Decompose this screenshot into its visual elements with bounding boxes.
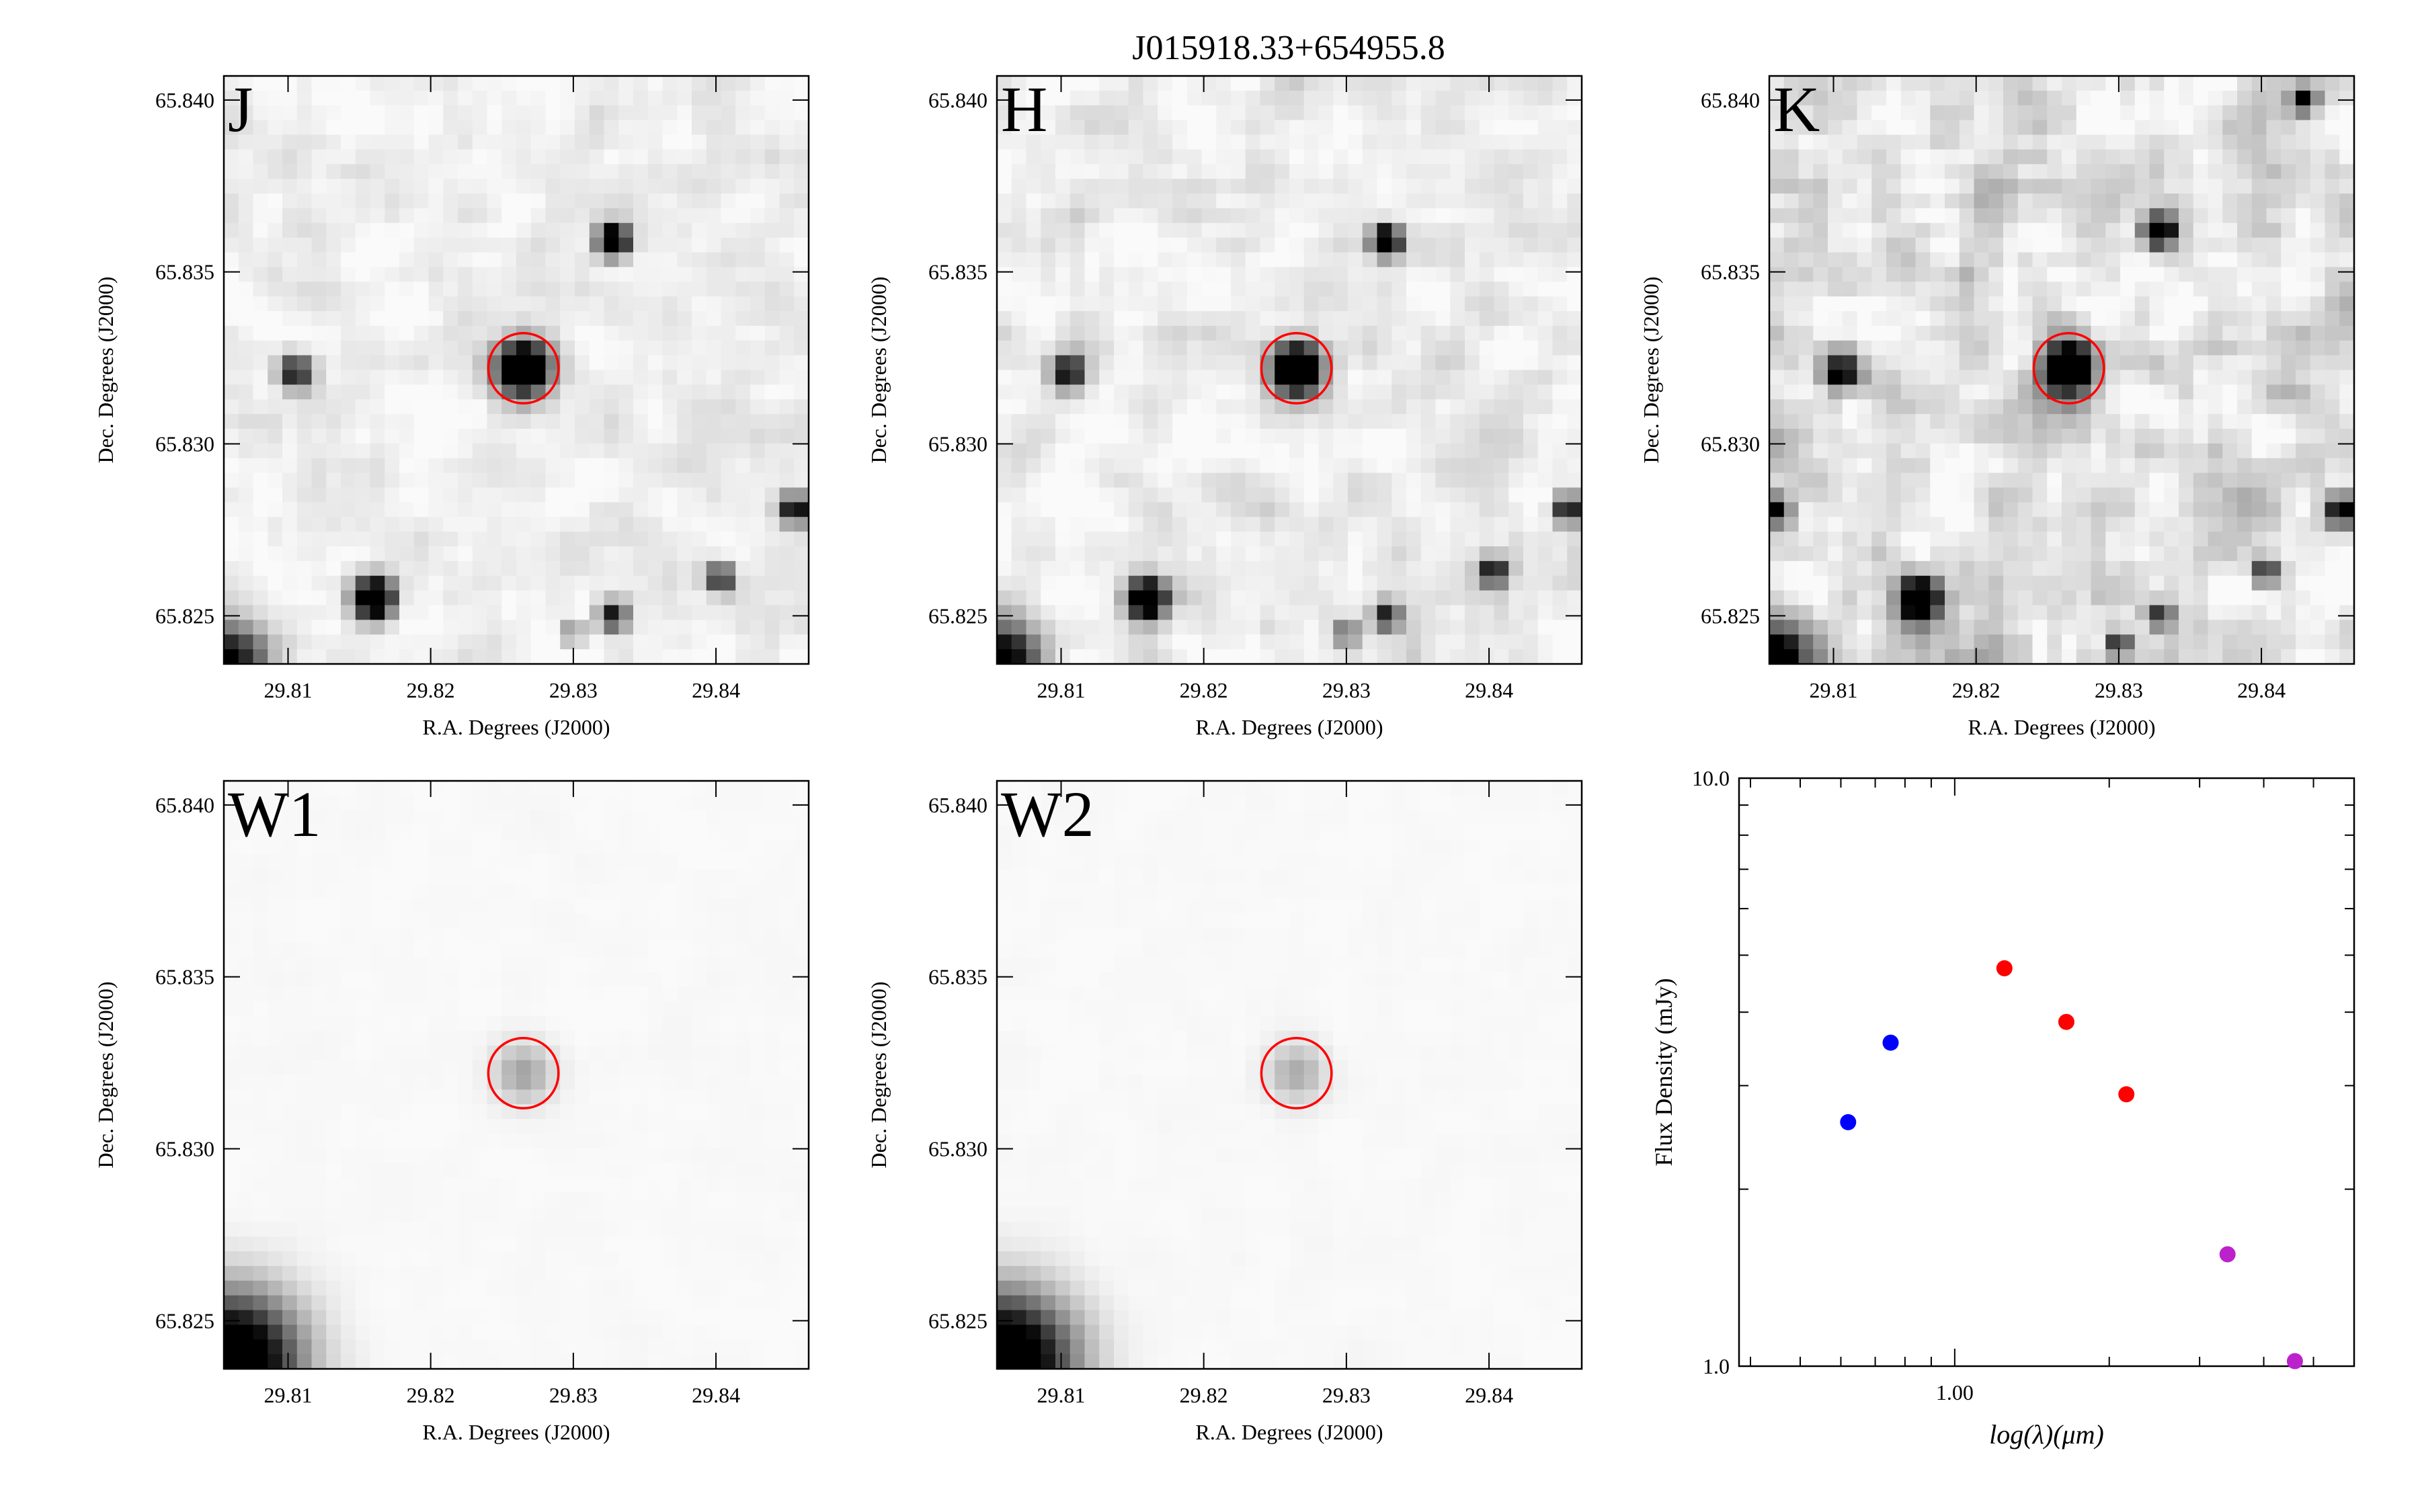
y-tick-label: 65.840 [1701,88,1760,112]
data-point [2058,1013,2074,1030]
image-panels: J 29.81 29.82 29.83 29.84 65.825 65.830 65.835 6… [93,73,2355,1444]
y-tick-label: 65.830 [155,1137,214,1161]
x-axis-label: R.A. Degrees (J2000) [422,1420,610,1444]
y-axis-label: Flux Density (mJy) [1650,978,1677,1166]
x-tick-label: 29.82 [407,678,455,702]
data-point [1996,960,2013,976]
x-axis-label: R.A. Degrees (J2000) [422,715,610,739]
image-panel-w1: W1 29.81 29.82 29.83 29.84 65.825 65.830 65.835… [93,778,810,1444]
sky-image [997,76,1582,665]
image-panel-h: H 29.81 29.82 29.83 29.84 65.825 65.830 65.835 6… [866,73,1583,739]
y-tick-label: 65.835 [155,965,214,989]
x-tick-label: 29.84 [1465,678,1513,702]
x-tick-label: 29.84 [692,1383,740,1407]
y-tick-label: 65.825 [928,1308,987,1333]
band-label: W2 [1001,778,1094,850]
x-axis-label: R.A. Degrees (J2000) [1968,715,2155,739]
x-tick-label: 29.81 [264,1383,312,1407]
x-tick-label: 1.00 [1936,1380,1974,1404]
y-tick-label: 65.825 [1701,603,1760,628]
y-tick-label: 65.825 [928,603,987,628]
sed-chart: 1.00 1.0 10.0 log(λ)(μm) Flux Density (mJy) [1650,766,2355,1450]
y-tick-label: 65.830 [928,1137,987,1161]
band-label: W1 [228,778,321,850]
x-axis-label: log(λ)(μm) [1989,1419,2104,1450]
x-tick-label: 29.83 [2095,678,2143,702]
image-panel-k: K 29.81 29.82 29.83 29.84 65.825 65.830 65.835 6… [1639,73,2355,739]
x-axis-label: R.A. Degrees (J2000) [1195,715,1383,739]
sky-image [1769,76,2355,665]
y-tick-label: 65.825 [155,603,214,628]
x-tick-label: 29.83 [549,678,598,702]
x-tick-label: 29.83 [549,1383,598,1407]
x-axis-label: R.A. Degrees (J2000) [1195,1420,1383,1444]
sky-image [224,76,809,665]
target-aperture [1260,331,1333,405]
panel-frame [223,75,810,665]
y-axis-label: Dec. Degrees (J2000) [93,981,118,1168]
y-axis-label: Dec. Degrees (J2000) [866,276,891,463]
y-axis-label: Dec. Degrees (J2000) [93,276,118,463]
x-tick-label: 29.82 [407,1383,455,1407]
image-panel-j: J 29.81 29.82 29.83 29.84 65.825 65.830 65.835 6… [93,73,810,739]
sky-image [997,781,1582,1370]
x-tick-label: 29.84 [2237,678,2286,702]
y-tick-label: 65.835 [928,965,987,989]
y-tick-label: 65.830 [928,432,987,456]
panel-frame [223,780,810,1370]
x-tick-label: 29.82 [1180,678,1228,702]
target-aperture [1260,1036,1333,1109]
target-aperture [487,331,560,405]
x-tick-label: 29.82 [1952,678,2001,702]
band-label: K [1773,73,1820,145]
y-tick-label: 65.840 [928,793,987,817]
x-tick-label: 29.83 [1322,1383,1371,1407]
x-tick-label: 29.82 [1180,1383,1228,1407]
y-tick-label: 65.840 [155,88,214,112]
y-tick-label: 65.830 [1701,432,1760,456]
sky-image [224,781,809,1370]
y-tick-label: 65.835 [1701,260,1760,284]
y-tick-label: 65.840 [155,793,214,817]
data-point [2286,1353,2303,1370]
x-tick-label: 29.84 [692,678,740,702]
panel-frame [996,75,1583,665]
data-point [1882,1034,1899,1051]
x-tick-label: 29.81 [264,678,312,702]
data-point [1840,1114,1857,1130]
y-axis-label: Dec. Degrees (J2000) [866,981,891,1168]
y-tick-label: 1.0 [1703,1354,1730,1378]
y-tick-label: 65.835 [155,260,214,284]
y-tick-label: 65.825 [155,1308,214,1333]
target-aperture [2032,331,2105,405]
band-label: H [1001,73,1047,145]
figure-title: J015918.33+654955.8 [1132,29,1445,67]
target-aperture [487,1036,560,1109]
y-tick-label: 10.0 [1692,766,1730,790]
x-tick-label: 29.81 [1037,678,1085,702]
x-tick-label: 29.84 [1465,1383,1513,1407]
y-tick-label: 65.835 [928,260,987,284]
y-tick-label: 65.840 [928,88,987,112]
x-tick-label: 29.83 [1322,678,1371,702]
data-point [2219,1246,2236,1263]
x-tick-label: 29.81 [1809,678,1857,702]
sed-frame [1738,777,2355,1368]
y-axis-label: Dec. Degrees (J2000) [1639,276,1663,463]
band-label: J [228,73,253,145]
data-point [2118,1086,2135,1103]
panel-frame [1768,75,2355,665]
panel-frame [996,780,1583,1370]
y-tick-label: 65.830 [155,432,214,456]
image-panel-w2: W2 29.81 29.82 29.83 29.84 65.825 65.830 65.835… [866,778,1583,1444]
x-tick-label: 29.81 [1037,1383,1085,1407]
